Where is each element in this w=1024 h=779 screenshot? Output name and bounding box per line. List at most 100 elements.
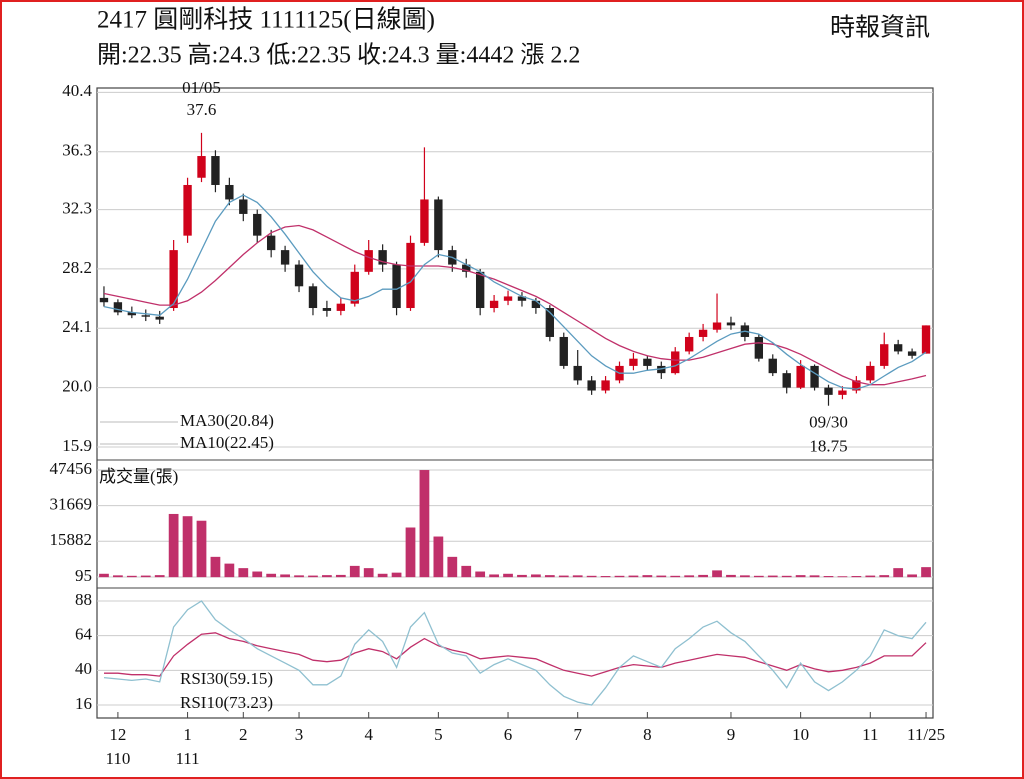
- volume-bar: [266, 573, 277, 578]
- candle-body: [225, 184, 234, 200]
- x-tick-label: 11: [862, 725, 878, 744]
- candle-body: [726, 322, 736, 326]
- volume-bar: [322, 575, 332, 578]
- candle-body: [671, 351, 680, 374]
- candle-body: [294, 264, 304, 287]
- volume-bar: [837, 576, 848, 578]
- series-line: [103, 600, 927, 706]
- volume-bar: [391, 572, 402, 578]
- candle-body: [99, 297, 109, 303]
- chart-subtitle: 開:22.35 高:24.3 低:22.35 收:24.3 量:4442 漲 2…: [97, 42, 580, 69]
- volume-bar: [238, 568, 249, 578]
- candle-body: [880, 344, 889, 366]
- x-tick-label: 1: [183, 725, 192, 744]
- y-tick-label: 15882: [50, 530, 93, 549]
- volume-bar: [531, 574, 541, 578]
- candle-body: [113, 302, 123, 313]
- candle-body: [601, 380, 610, 391]
- candle-body: [197, 156, 206, 178]
- y-tick-label: 47456: [50, 459, 93, 478]
- volume-bar: [335, 574, 346, 578]
- volume-bar: [419, 470, 430, 578]
- candle-body: [406, 242, 415, 309]
- candle-body: [698, 329, 708, 337]
- y-tick-label: 31669: [50, 495, 93, 514]
- candle-body: [127, 312, 137, 316]
- candle-body: [782, 373, 791, 388]
- candle-body: [239, 199, 248, 214]
- x-tick-label: 4: [364, 725, 373, 744]
- x-tick-label: 11/25: [907, 725, 945, 744]
- x-tick-label: 7: [573, 725, 582, 744]
- legend-label: RSI30(59.15): [180, 669, 273, 688]
- candle-body: [378, 250, 387, 265]
- legend-label: MA10(22.45): [180, 433, 274, 452]
- candle-body: [852, 380, 861, 391]
- candle-body: [768, 358, 777, 374]
- candle-body: [810, 365, 819, 388]
- candle-body: [141, 315, 150, 317]
- volume-bar: [544, 575, 555, 578]
- volume-bar: [670, 575, 681, 578]
- series-line: [103, 224, 927, 386]
- volume-bar: [475, 571, 486, 578]
- volume-bar: [656, 575, 667, 578]
- candle-body: [322, 308, 332, 311]
- candle-body: [517, 296, 527, 301]
- candle-body: [629, 358, 638, 366]
- y-tick-label: 40: [75, 659, 92, 678]
- volume-bar: [586, 575, 597, 578]
- volume-bar: [224, 563, 235, 578]
- volume-bar: [252, 571, 263, 578]
- volume-bar: [684, 575, 695, 578]
- candle-body: [392, 264, 401, 309]
- volume-bar: [294, 575, 304, 578]
- volume-bar: [795, 575, 806, 578]
- candle-body: [336, 303, 346, 311]
- candle-body: [308, 286, 318, 309]
- volume-bar: [628, 575, 639, 578]
- volume-bar: [740, 575, 750, 578]
- volume-bar: [349, 565, 360, 578]
- annotation-date: 01/05: [182, 78, 221, 97]
- volume-bar: [168, 513, 179, 578]
- series-line: [103, 194, 927, 390]
- chart-title: 2417 圓剛科技 1111125(日線圖): [97, 6, 435, 34]
- x-tick-label: 5: [434, 725, 443, 744]
- candle-body: [183, 184, 192, 236]
- plot-frame: [96, 87, 934, 719]
- y-tick-label: 64: [75, 625, 93, 644]
- y-tick-label: 88: [75, 590, 92, 609]
- volume-bar: [600, 576, 611, 578]
- candle-body: [280, 250, 290, 265]
- y-tick-label: 28.2: [62, 258, 92, 277]
- candle-body: [643, 358, 652, 366]
- candle-body: [489, 300, 499, 309]
- volume-bar: [865, 575, 876, 578]
- volume-bar: [712, 570, 722, 578]
- x-tick-label: 10: [792, 725, 809, 744]
- annotation-value: 37.6: [187, 100, 217, 119]
- y-tick-label: 16: [75, 694, 92, 713]
- y-tick-label: 15.9: [62, 436, 92, 455]
- candle-body: [893, 344, 903, 352]
- volume-bar: [907, 574, 917, 578]
- candle-body: [434, 199, 443, 251]
- candle-body: [559, 336, 568, 366]
- x-year-label: 110: [105, 749, 130, 768]
- volume-bar: [113, 575, 123, 578]
- candle-body: [684, 336, 694, 352]
- volume-bar: [879, 575, 890, 578]
- candle-body: [253, 213, 262, 236]
- volume-bar: [154, 575, 165, 578]
- candle-body: [824, 387, 833, 395]
- y-tick-label: 20.0: [62, 377, 92, 396]
- panel-title: 成交量(張): [99, 467, 178, 486]
- x-tick-label: 9: [727, 725, 736, 744]
- candle-body: [155, 316, 164, 320]
- series-line: [104, 632, 927, 677]
- y-tick-label: 40.4: [62, 81, 92, 100]
- volume-bar: [280, 574, 290, 578]
- candle-body: [211, 156, 220, 185]
